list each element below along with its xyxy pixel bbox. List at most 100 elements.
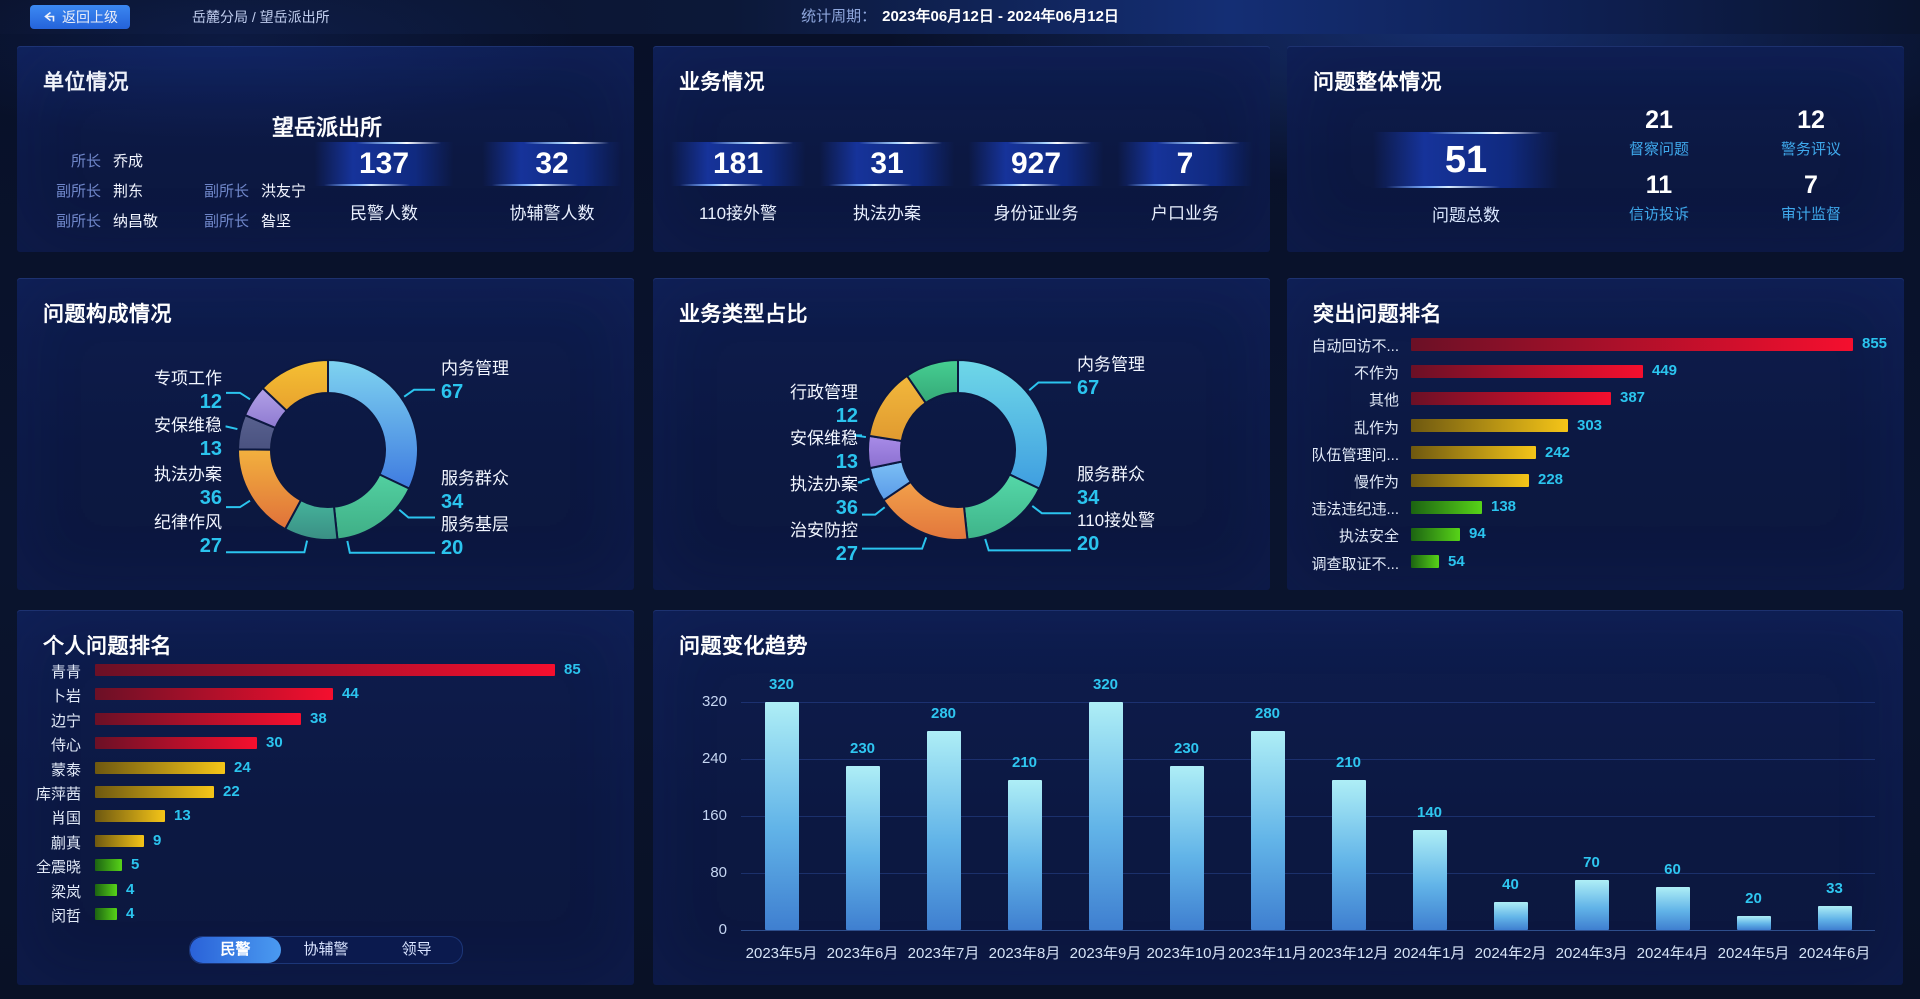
stat-value: 181	[669, 142, 807, 186]
gridline	[741, 816, 1875, 817]
bar[interactable]	[95, 786, 214, 798]
stat-auxiliary-count: 32 协辅警人数	[481, 142, 623, 224]
donut-slice-6[interactable]	[905, 358, 959, 405]
composition-panel-title: 问题构成情况	[43, 303, 172, 326]
trend-bar[interactable]	[1007, 780, 1042, 930]
trend-bar[interactable]	[1088, 702, 1123, 930]
gridline	[741, 873, 1875, 874]
trend-bar[interactable]	[1655, 887, 1690, 930]
trend-bar[interactable]	[1574, 880, 1609, 930]
stat-value: 7	[1804, 171, 1818, 199]
trend-bar[interactable]	[1493, 901, 1528, 930]
bar[interactable]	[1411, 500, 1482, 514]
x-axis-tick-label: 2023年5月	[745, 945, 818, 962]
donut-label-value: 36	[199, 487, 222, 509]
business-panel-title: 业务情况	[679, 71, 765, 94]
donut-label-name: 内务管理	[441, 359, 509, 378]
tab-leaders[interactable]: 领导	[401, 941, 432, 958]
donut-label-value: 20	[1077, 533, 1100, 555]
bar-value-label: 13	[174, 807, 191, 825]
donut-leader-line	[226, 499, 251, 509]
outstanding-problems-panel: 突出问题排名 自动回访不... 855 不作为 449 其他 387 乱作为 303 队伍管理问…	[1287, 278, 1904, 590]
donut-slice-1[interactable]	[962, 473, 1041, 541]
donut-label: 110接处警 20	[1077, 510, 1227, 556]
bar-value-label: 4	[126, 880, 135, 898]
donut-chart	[225, 358, 435, 554]
ratio-panel-title: 业务类型占比	[679, 303, 808, 326]
trend-bar[interactable]	[1169, 766, 1204, 930]
bar[interactable]	[95, 761, 225, 774]
stat-value: 137	[313, 142, 455, 186]
donut-leader-line	[225, 425, 238, 431]
donut-leader-line	[862, 537, 928, 550]
donut-label-value: 13	[835, 451, 858, 473]
donut-label: 执法办案 36	[72, 464, 222, 510]
stat-household: 7 户口业务	[1116, 142, 1254, 224]
leader-name: 纳昌敬	[113, 213, 159, 230]
bar[interactable]	[95, 737, 257, 750]
bar-category-label: 青青	[50, 664, 81, 681]
trend-bar[interactable]	[845, 766, 880, 930]
bar[interactable]	[1411, 446, 1536, 460]
y-axis-tick-label: 80	[710, 864, 727, 881]
bar-category-label: 库萍茜	[35, 786, 81, 803]
bar[interactable]	[95, 908, 117, 920]
donut-slice-0[interactable]	[327, 358, 419, 490]
trend-bar[interactable]	[764, 702, 799, 930]
bar-category-label: 乱作为	[1353, 419, 1399, 437]
personal-tabs: 民警 协辅警 领导	[189, 936, 463, 964]
donut-slice-3[interactable]	[237, 448, 303, 531]
bar[interactable]	[95, 810, 165, 823]
bar[interactable]	[1411, 391, 1611, 405]
donut-slice-1[interactable]	[332, 473, 411, 541]
trend-bar[interactable]	[1736, 915, 1771, 930]
bar[interactable]	[95, 688, 333, 701]
donut-slice-0[interactable]	[957, 358, 1049, 490]
trend-bar-value-label: 210	[1011, 754, 1038, 772]
trend-bar[interactable]	[1331, 780, 1366, 930]
stat-110-calls: 181 110接外警	[669, 142, 807, 224]
x-axis-tick-label: 2023年7月	[907, 945, 980, 962]
tab-civil-police[interactable]: 民警	[190, 937, 281, 963]
bar-value-label: 449	[1652, 362, 1678, 380]
bar[interactable]	[95, 712, 301, 725]
donut-leader-line	[853, 434, 867, 439]
bar[interactable]	[1411, 527, 1460, 541]
bar[interactable]	[1411, 555, 1439, 569]
donut-slice-6[interactable]	[261, 358, 329, 413]
tab-auxiliary-police[interactable]: 协辅警	[303, 941, 349, 958]
trend-bar[interactable]	[926, 730, 961, 930]
trend-bar-value-label: 70	[1583, 854, 1600, 872]
bar[interactable]	[95, 883, 117, 896]
bar[interactable]	[95, 664, 555, 676]
trend-bar-value-label: 320	[1092, 676, 1119, 693]
trend-bar[interactable]	[1250, 730, 1285, 930]
donut-leader-line	[1031, 505, 1071, 515]
leader-role: 副所长	[55, 213, 101, 230]
stat-audit: 7 审计监督	[1735, 171, 1887, 224]
y-axis-tick-label: 320	[701, 693, 727, 710]
bar[interactable]	[1411, 419, 1568, 433]
trend-bar[interactable]	[1817, 906, 1852, 930]
bar[interactable]	[1411, 337, 1853, 351]
bar[interactable]	[1411, 473, 1529, 487]
donut-label-name: 纪律作风	[154, 513, 222, 532]
donut-label-name: 110接处警	[1077, 511, 1156, 530]
donut-label: 纪律作风 27	[72, 512, 222, 558]
stat-label: 110接外警	[698, 204, 778, 223]
donut-label-value: 20	[441, 537, 464, 559]
donut-leader-line	[862, 506, 886, 516]
bar-category-label: 肖国	[50, 810, 81, 828]
stat-period-label: 统计周期：	[801, 8, 877, 25]
donut-label-value: 13	[199, 438, 222, 460]
leader-role: 所长	[70, 153, 101, 170]
bar[interactable]	[95, 834, 144, 847]
trend-bar-value-label: 60	[1664, 861, 1681, 879]
donut-leader-line	[857, 477, 870, 484]
trend-bar[interactable]	[1412, 830, 1447, 930]
bar[interactable]	[1411, 364, 1643, 378]
bar-category-label: 梁岚	[50, 883, 81, 901]
back-button[interactable]: 返回上级	[30, 5, 130, 29]
donut-leader-line	[403, 388, 435, 398]
bar[interactable]	[95, 859, 122, 872]
